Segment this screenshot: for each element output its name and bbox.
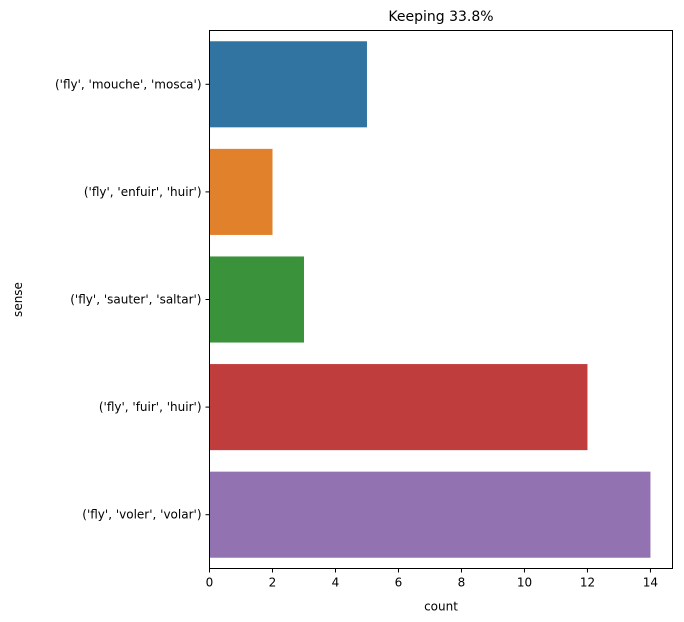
y-tick-label: ('fly', 'voler', 'volar') — [82, 508, 201, 522]
y-tick-label: ('fly', 'sauter', 'saltar') — [70, 293, 201, 307]
bar — [209, 256, 304, 343]
x-tick-label: 0 — [206, 576, 214, 590]
x-tick-label: 4 — [332, 576, 340, 590]
y-tick-label: ('fly', 'enfuir', 'huir') — [84, 185, 202, 199]
bar — [209, 148, 273, 235]
chart-title: Keeping 33.8% — [388, 9, 493, 25]
x-tick-label: 10 — [517, 576, 532, 590]
x-axis-ticks: 0 2 4 6 8 10 12 14 — [206, 568, 658, 590]
plot-frame — [209, 30, 673, 569]
y-axis-label: sense — [11, 282, 25, 317]
x-tick-label: 2 — [269, 576, 277, 590]
y-axis-ticks: ('fly', 'mouche', 'mosca') ('fly', 'enfui… — [55, 77, 210, 522]
bar — [209, 41, 367, 128]
x-tick-label: 6 — [395, 576, 403, 590]
y-tick-label: ('fly', 'fuir', 'huir') — [99, 400, 202, 414]
x-tick-label: 14 — [643, 576, 658, 590]
x-tick-label: 8 — [458, 576, 466, 590]
y-tick-label: ('fly', 'mouche', 'mosca') — [55, 77, 202, 91]
x-axis-label: count — [424, 600, 458, 614]
bars — [209, 41, 651, 558]
bar — [209, 471, 651, 558]
bar — [209, 364, 588, 451]
x-tick-label: 12 — [580, 576, 595, 590]
